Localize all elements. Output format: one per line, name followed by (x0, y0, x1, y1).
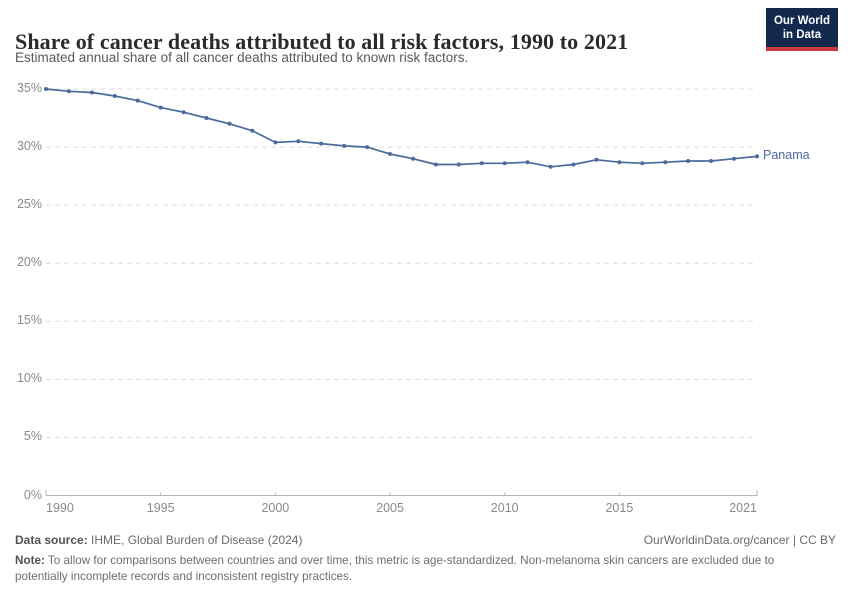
data-line-panama (45, 88, 758, 168)
data-point (44, 87, 48, 91)
data-point (296, 139, 301, 144)
data-point (319, 141, 324, 146)
data-point (411, 156, 415, 161)
data-point (181, 110, 186, 115)
data-point (732, 156, 737, 161)
data-source-line: Data source: IHME, Global Burden of Dise… (15, 533, 302, 547)
chart-title: Share of cancer deaths attributed to all… (15, 28, 629, 54)
chart-footer: Data source: IHME, Global Burden of Dise… (0, 530, 850, 600)
data-point (686, 159, 691, 163)
note-label: Note: (15, 554, 45, 567)
data-point (479, 161, 484, 166)
y-axis-label: 0% (23, 487, 42, 502)
owid-logo-line1: Our World (773, 15, 830, 27)
x-axis-label: 2000 (261, 501, 290, 515)
data-point (227, 121, 232, 126)
y-axis-label: 10% (16, 371, 42, 386)
data-point (456, 162, 461, 167)
data-point (112, 94, 117, 98)
data-point (388, 152, 392, 156)
data-point (640, 161, 645, 166)
x-axis-label: 1995 (146, 501, 175, 515)
credit-link[interactable]: OurWorldinData.org/cancer | CC BY (643, 533, 836, 547)
data-point (250, 128, 255, 133)
y-axis-label: 30% (16, 139, 42, 154)
data-point (594, 157, 599, 162)
note-line: Note: To allow for comparisons between c… (15, 553, 827, 585)
data-point (548, 164, 553, 169)
data-point (66, 89, 71, 94)
data-point (663, 160, 668, 165)
data-point (342, 143, 347, 148)
data-source-text: IHME, Global Burden of Disease (2024) (87, 533, 303, 547)
y-axis-label: 15% (16, 313, 42, 328)
chart-subtitle: Estimated annual share of all cancer dea… (15, 50, 469, 65)
note-text: To allow for comparisons between countri… (15, 554, 775, 583)
y-axis-label: 5% (23, 429, 42, 444)
data-point (433, 162, 438, 167)
data-point (525, 160, 530, 165)
data-point (709, 159, 714, 163)
data-point (571, 162, 576, 167)
data-point (755, 154, 759, 159)
data-point (89, 90, 94, 95)
x-axis-label: 2010 (490, 501, 519, 515)
y-axis-label: 35% (16, 81, 42, 95)
data-point (158, 105, 163, 110)
data-point (273, 140, 278, 145)
y-axis-label: 20% (16, 255, 42, 270)
data-point (204, 116, 209, 120)
data-point (365, 145, 370, 150)
owid-logo-line2: in Data (782, 29, 822, 41)
data-point (502, 161, 507, 166)
y-axis-label: 25% (16, 197, 42, 212)
x-axis-label: 2005 (376, 501, 404, 515)
x-axis-label: 2021 (729, 501, 757, 515)
owid-logo[interactable]: Our World in Data (765, 8, 838, 51)
x-axis-label: 2015 (605, 501, 634, 515)
data-point (135, 98, 140, 103)
data-point (617, 160, 622, 165)
series-label-panama[interactable]: Panama (763, 148, 810, 163)
data-source-label: Data source: (15, 533, 88, 547)
x-axis-label: 1990 (46, 501, 74, 515)
